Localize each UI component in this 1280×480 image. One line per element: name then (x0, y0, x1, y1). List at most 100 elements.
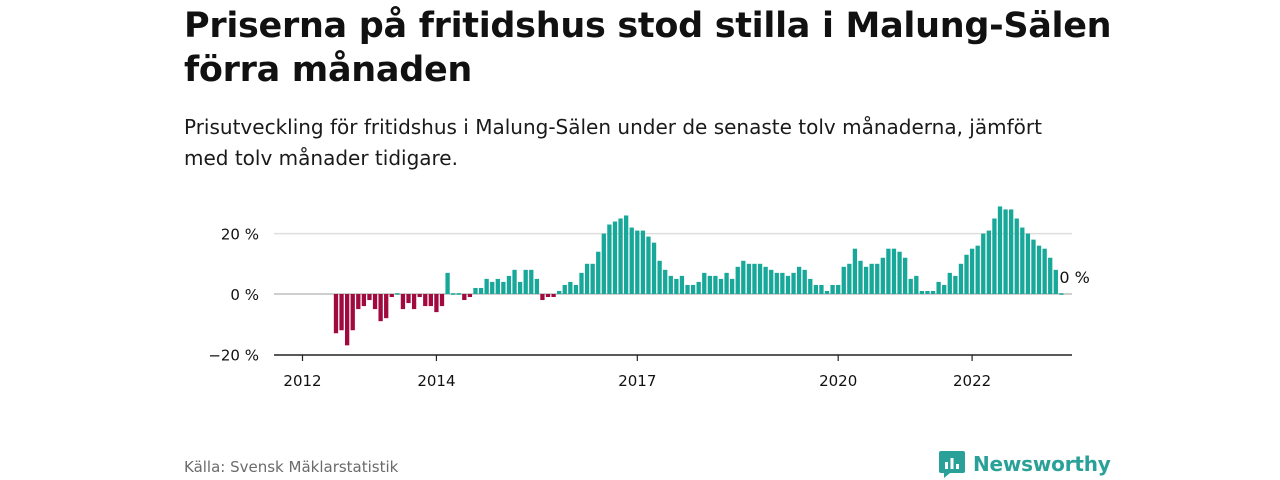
bar (724, 272, 729, 294)
bar (757, 263, 763, 294)
bar (897, 251, 902, 294)
bar (439, 294, 445, 307)
bar (400, 294, 406, 310)
bar (702, 272, 707, 294)
bar (367, 294, 372, 301)
brand-name: Newsworthy (973, 452, 1111, 476)
y-tick-label: −20 % (208, 346, 259, 364)
bar (902, 257, 908, 294)
last-value-label: 0 % (1059, 268, 1089, 287)
bar (718, 278, 724, 294)
bar (584, 263, 590, 294)
bar (824, 290, 830, 294)
bar (942, 284, 947, 294)
axes: 20 % 0 % −20 % 2012 2014 2017 2020 2022 0 % (208, 226, 1090, 390)
bar (869, 263, 874, 294)
x-tick-label: 2022 (953, 372, 991, 390)
bar (880, 257, 885, 294)
bar (551, 294, 556, 298)
bar (344, 294, 350, 346)
bar (534, 278, 540, 294)
bar (529, 269, 534, 294)
bar (796, 266, 802, 294)
bar (657, 260, 662, 294)
bar (919, 290, 925, 294)
bar (981, 233, 986, 294)
bar (545, 294, 551, 298)
bar (417, 294, 422, 298)
bar (372, 294, 378, 310)
chart-title: Priserna på fritidshus stod stilla i Mal… (184, 6, 1112, 90)
bar (562, 284, 567, 294)
bar (908, 278, 913, 294)
bar (696, 281, 701, 294)
bar (411, 294, 417, 310)
bars (333, 206, 1064, 346)
bar (512, 269, 517, 294)
newsworthy-logo-icon (939, 451, 965, 478)
bar (495, 278, 500, 294)
bar (1036, 245, 1042, 294)
bar (428, 294, 433, 307)
bar (707, 275, 712, 294)
bar (523, 269, 528, 294)
bar (473, 287, 478, 294)
bar (1048, 257, 1053, 294)
bar (930, 290, 936, 294)
bar (1053, 269, 1058, 294)
bar (763, 266, 768, 294)
bar (434, 294, 439, 313)
bar (612, 221, 618, 294)
bar (992, 218, 997, 294)
bar-chart: 20 % 0 % −20 % 2012 2014 2017 2020 2022 0 % (208, 206, 1090, 390)
bar (623, 215, 629, 294)
bar (1014, 218, 1019, 294)
bar (333, 294, 339, 334)
bar (947, 272, 952, 294)
bar (484, 278, 489, 294)
bar (802, 269, 807, 294)
bar (618, 218, 623, 294)
bar (741, 260, 746, 294)
bar (350, 294, 355, 331)
source-note: Källa: Svensk Mäklarstatistik (184, 458, 399, 476)
bar (690, 284, 696, 294)
bar (685, 284, 690, 294)
bar (808, 278, 813, 294)
bar (964, 254, 969, 294)
bar (384, 294, 389, 319)
bar (640, 230, 646, 294)
bar (752, 263, 757, 294)
bar (451, 293, 456, 295)
bar (1003, 209, 1008, 294)
bar (914, 275, 919, 294)
bar (601, 233, 606, 294)
bar (629, 227, 634, 294)
bar (841, 266, 846, 294)
bar (651, 242, 657, 294)
bar (858, 260, 863, 294)
bar (969, 248, 975, 294)
bar (891, 248, 897, 294)
x-tick-label: 2014 (417, 372, 455, 390)
x-tick-label: 2020 (819, 372, 857, 390)
bar (836, 284, 841, 294)
bar (607, 224, 612, 294)
bar (791, 272, 796, 294)
bar (1020, 227, 1025, 294)
bar (730, 278, 735, 294)
bar (339, 294, 344, 331)
bar (568, 281, 573, 294)
bar (590, 263, 595, 294)
x-tick-label: 2017 (618, 372, 656, 390)
bar (1031, 239, 1036, 294)
bar (925, 290, 930, 294)
bar (674, 278, 679, 294)
bar (813, 284, 819, 294)
bar (735, 266, 740, 294)
y-tick-label: 20 % (221, 226, 259, 244)
grid-lines (274, 232, 1072, 295)
bar (1042, 248, 1047, 294)
bar (785, 275, 791, 294)
bar (863, 266, 869, 294)
